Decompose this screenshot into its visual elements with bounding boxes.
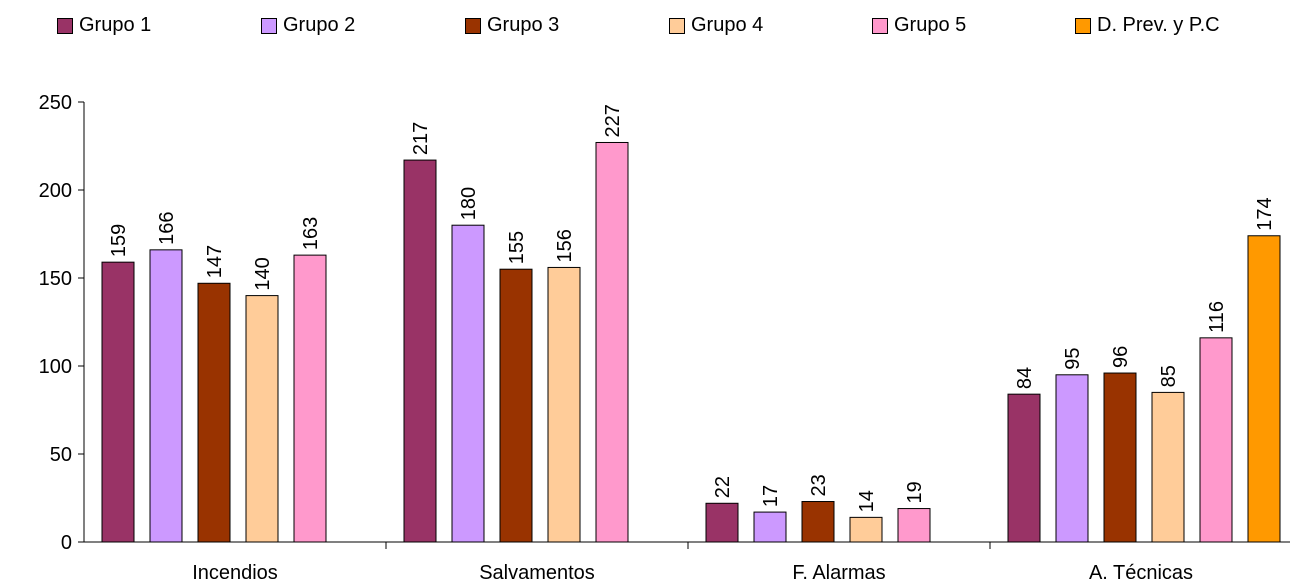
data-label: 227	[602, 104, 624, 137]
x-tick-label: Incendios	[192, 562, 278, 584]
legend-item-grupo-3: Grupo 3	[465, 14, 559, 37]
legend-label-grupo-1: Grupo 1	[79, 14, 152, 36]
legend-label-grupo-5: Grupo 5	[894, 14, 967, 36]
legend-swatch-grupo-4	[669, 17, 685, 34]
y-tick-label: 150	[39, 268, 72, 290]
legend: Grupo 1 Grupo 2 Grupo 3 Grupo 4 Grupo 5 …	[0, 14, 1290, 44]
legend-item-d-prev: D. Prev. y P.C	[1075, 14, 1220, 37]
data-label: 85	[1158, 365, 1180, 387]
legend-item-grupo-2: Grupo 2	[261, 14, 355, 37]
data-label: 166	[156, 211, 178, 244]
data-label: 23	[808, 474, 830, 496]
data-label: 217	[410, 122, 432, 155]
data-label: 84	[1014, 367, 1036, 389]
bar	[451, 224, 485, 543]
legend-swatch-grupo-1	[57, 17, 73, 34]
bar	[149, 249, 183, 543]
legend-swatch-grupo-2	[261, 17, 277, 34]
y-tick-label: 200	[39, 180, 72, 202]
y-tick-label: 0	[61, 532, 72, 554]
data-label: 116	[1206, 301, 1228, 333]
x-tick-label: Salvamentos	[479, 562, 595, 584]
bar	[1151, 391, 1185, 543]
legend-label-grupo-3: Grupo 3	[487, 14, 560, 36]
legend-label-grupo-2: Grupo 2	[283, 14, 356, 36]
bar	[1247, 235, 1281, 543]
bar	[849, 516, 883, 543]
bar	[499, 268, 533, 543]
x-tick-label: A. Técnicas	[1089, 562, 1193, 584]
bar	[1199, 337, 1233, 543]
x-tick-label: F. Alarmas	[792, 562, 885, 584]
bar	[1055, 374, 1089, 543]
data-label: 14	[856, 490, 878, 512]
legend-label-d-prev: D. Prev. y P.C	[1097, 14, 1220, 36]
y-tick-label: 50	[50, 444, 72, 466]
legend-item-grupo-5: Grupo 5	[872, 14, 966, 37]
legend-item-grupo-4: Grupo 4	[669, 14, 763, 37]
bar	[753, 511, 787, 543]
bar	[1103, 372, 1137, 543]
data-label: 140	[252, 257, 274, 290]
legend-label-grupo-4: Grupo 4	[691, 14, 764, 36]
legend-item-grupo-1: Grupo 1	[57, 14, 151, 37]
y-tick-label: 250	[39, 92, 72, 114]
data-label: 19	[904, 481, 926, 503]
data-label: 155	[506, 231, 528, 264]
bar	[293, 254, 327, 543]
bar	[245, 295, 279, 543]
data-label: 147	[204, 245, 226, 278]
data-label: 96	[1110, 346, 1132, 368]
y-tick-label: 100	[39, 356, 72, 378]
legend-swatch-d-prev	[1075, 17, 1091, 34]
bar	[403, 159, 437, 543]
data-label: 163	[300, 217, 322, 250]
bar	[197, 282, 231, 543]
data-label: 22	[712, 476, 734, 498]
bar	[897, 508, 931, 543]
legend-swatch-grupo-5	[872, 17, 888, 34]
bar	[705, 502, 739, 543]
bar	[547, 266, 581, 543]
bar	[1007, 393, 1041, 543]
bar	[101, 261, 135, 543]
bar	[595, 141, 629, 543]
data-label: 17	[760, 485, 782, 507]
data-label: 180	[458, 187, 480, 220]
data-label: 159	[108, 224, 130, 257]
data-label: 156	[554, 229, 576, 262]
bar	[801, 501, 835, 543]
data-label: 95	[1062, 348, 1084, 370]
data-label: 174	[1254, 197, 1276, 230]
legend-swatch-grupo-3	[465, 17, 481, 34]
